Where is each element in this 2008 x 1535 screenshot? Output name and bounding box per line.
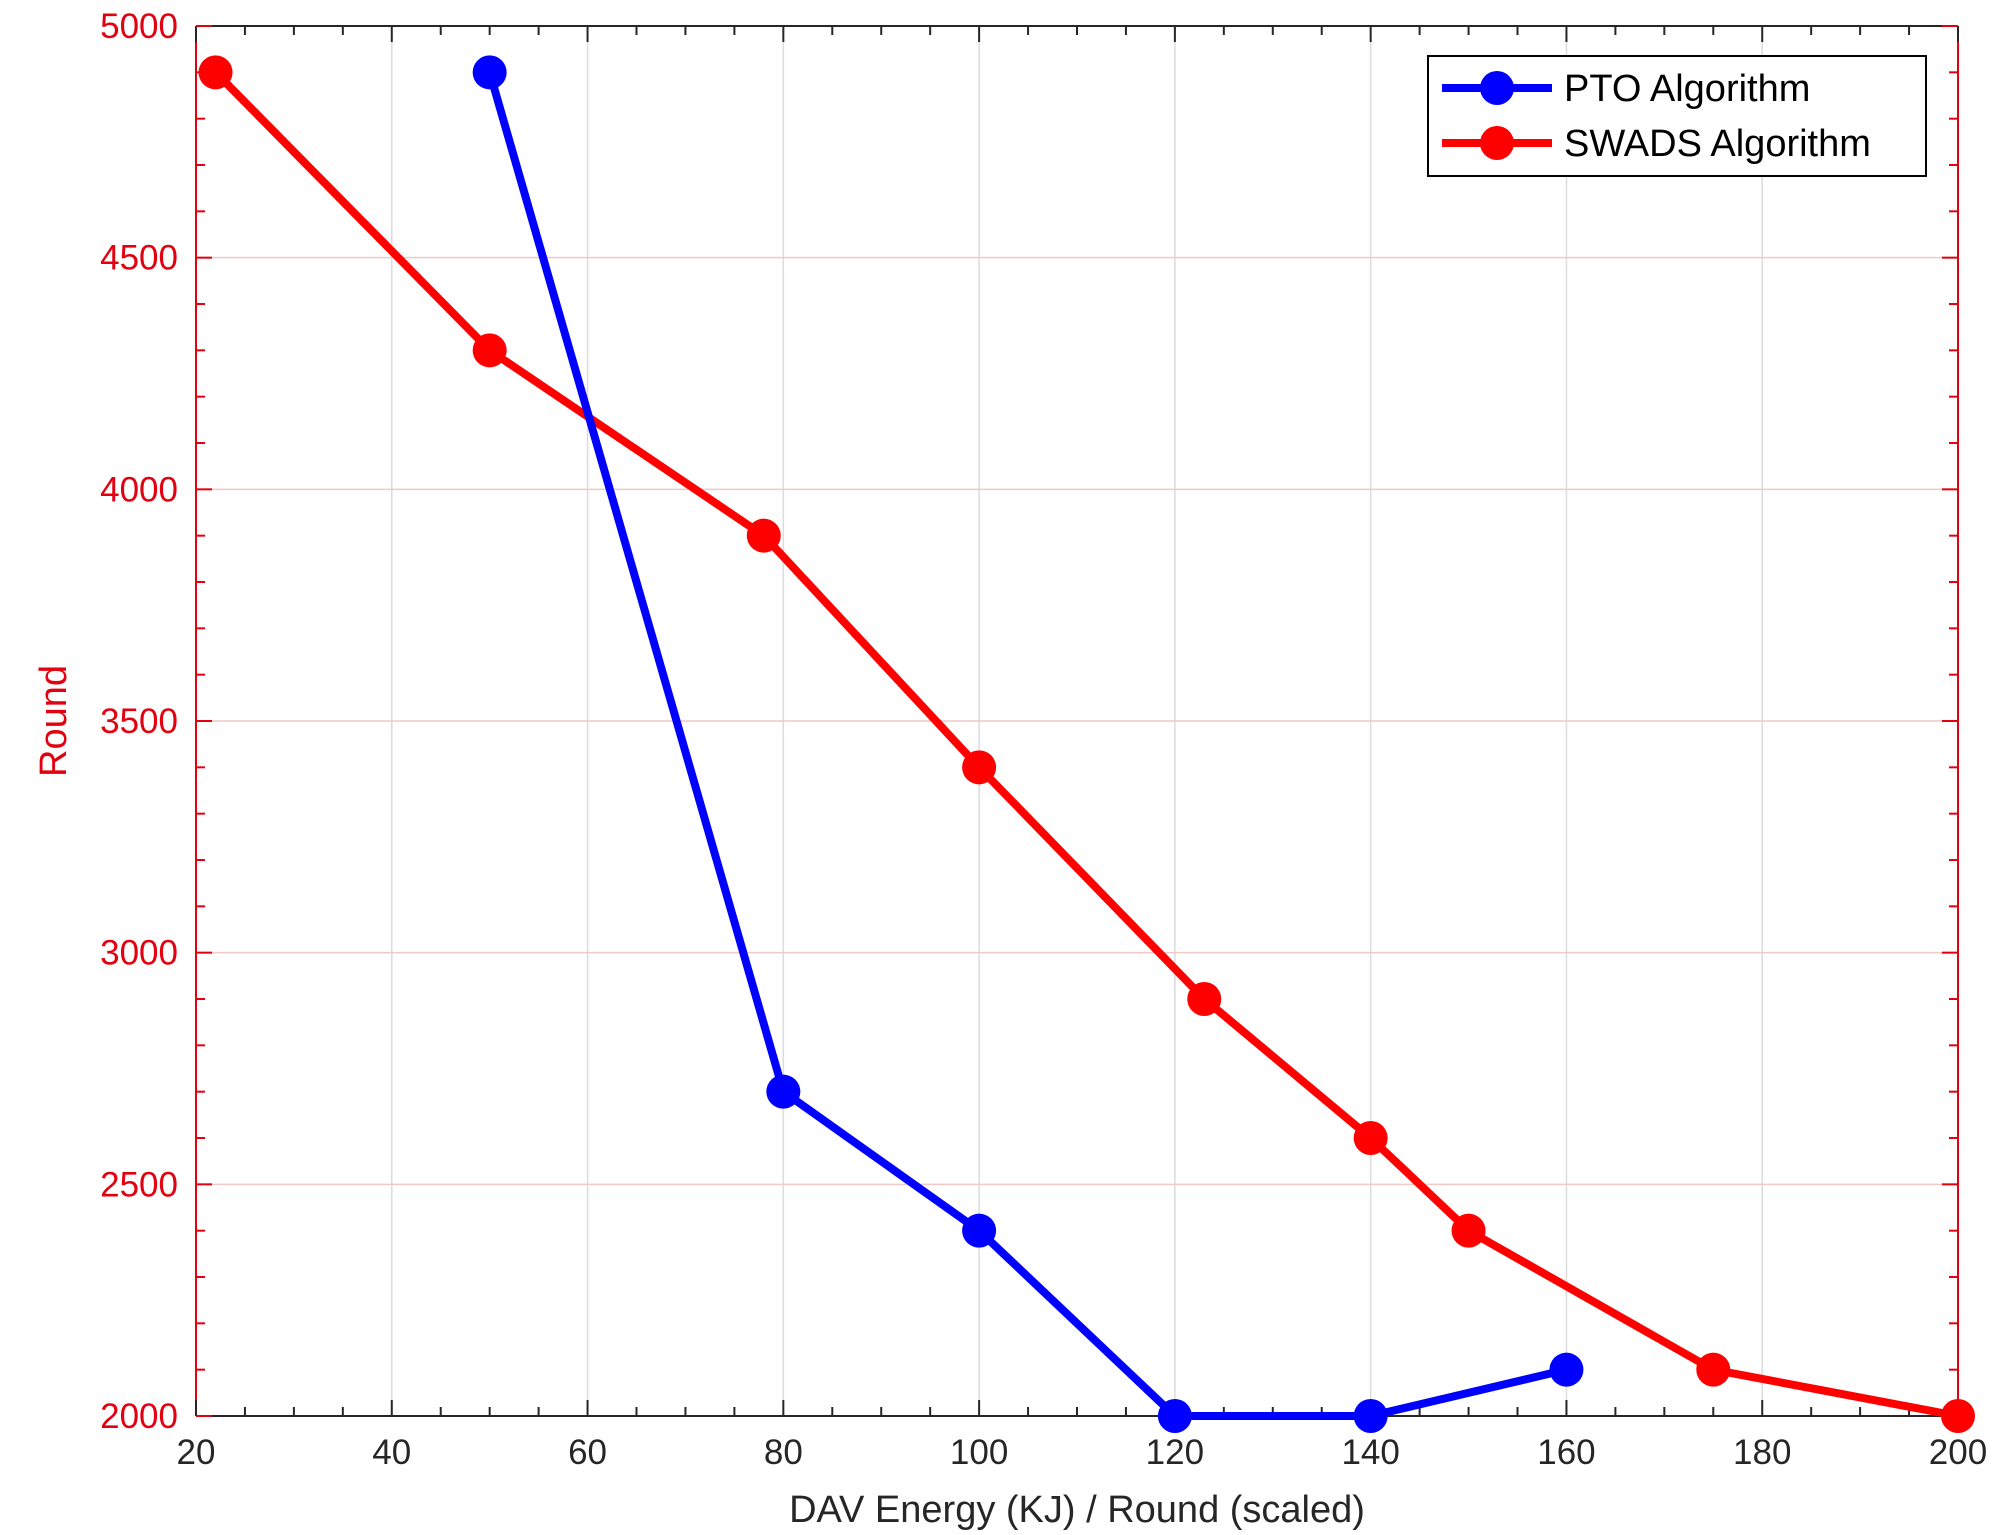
y-tick-label: 3000 (100, 934, 178, 973)
series-layer (198, 55, 1975, 1433)
legend: PTO Algorithm SWADS Algorithm (1427, 55, 1927, 177)
data-point (472, 55, 507, 90)
y-axis-label: Round (33, 665, 75, 777)
data-point (1451, 1213, 1486, 1248)
legend-item: PTO Algorithm (1442, 68, 1810, 110)
x-tick-label: 200 (1929, 1433, 1987, 1472)
data-point (1157, 1399, 1192, 1433)
y-tick-label: 2500 (100, 1165, 178, 1204)
data-point (962, 1213, 997, 1248)
data-point (1941, 1399, 1975, 1433)
data-point (1187, 982, 1222, 1016)
data-point (766, 1074, 801, 1109)
x-tick-label: 100 (950, 1433, 1008, 1472)
data-point (1353, 1121, 1388, 1155)
data-point (1549, 1352, 1584, 1387)
data-point (962, 750, 997, 785)
x-tick-label: 160 (1537, 1433, 1595, 1472)
x-tick-label: 20 (177, 1433, 216, 1472)
y-tick-label: 2000 (100, 1397, 178, 1436)
data-point (198, 55, 233, 90)
series-pto-algorithm (472, 55, 1584, 1433)
y-tick-label: 5000 (100, 7, 178, 46)
data-point (746, 518, 781, 553)
legend-box (1427, 55, 1927, 177)
legend-marker (1480, 126, 1514, 160)
x-tick-label: 40 (372, 1433, 411, 1472)
x-tick-label: 60 (568, 1433, 607, 1472)
y-tick-label: 3500 (100, 702, 178, 741)
legend-label: SWADS Algorithm (1564, 123, 1871, 165)
x-tick-label: 140 (1341, 1433, 1399, 1472)
x-tick-label: 180 (1733, 1433, 1791, 1472)
legend-item: SWADS Algorithm (1442, 123, 1871, 165)
legend-marker (1480, 71, 1514, 105)
legend-label: PTO Algorithm (1564, 68, 1810, 110)
series-swads-algorithm (198, 55, 1975, 1433)
x-tick-label: 120 (1146, 1433, 1204, 1472)
data-point (1696, 1352, 1731, 1387)
x-axis-label: DAV Energy (KJ) / Round (scaled) (789, 1489, 1365, 1531)
axes: 20 40 60 80 100 120 140 160 180 200 2000 2500 3000 35… (100, 7, 1987, 1472)
series-line (485, 71, 1568, 1420)
data-point (472, 333, 507, 368)
data-point (1353, 1399, 1388, 1433)
x-tick-label: 80 (764, 1433, 803, 1472)
y-tick-label: 4000 (100, 470, 178, 509)
y-tick-label: 4500 (100, 239, 178, 278)
